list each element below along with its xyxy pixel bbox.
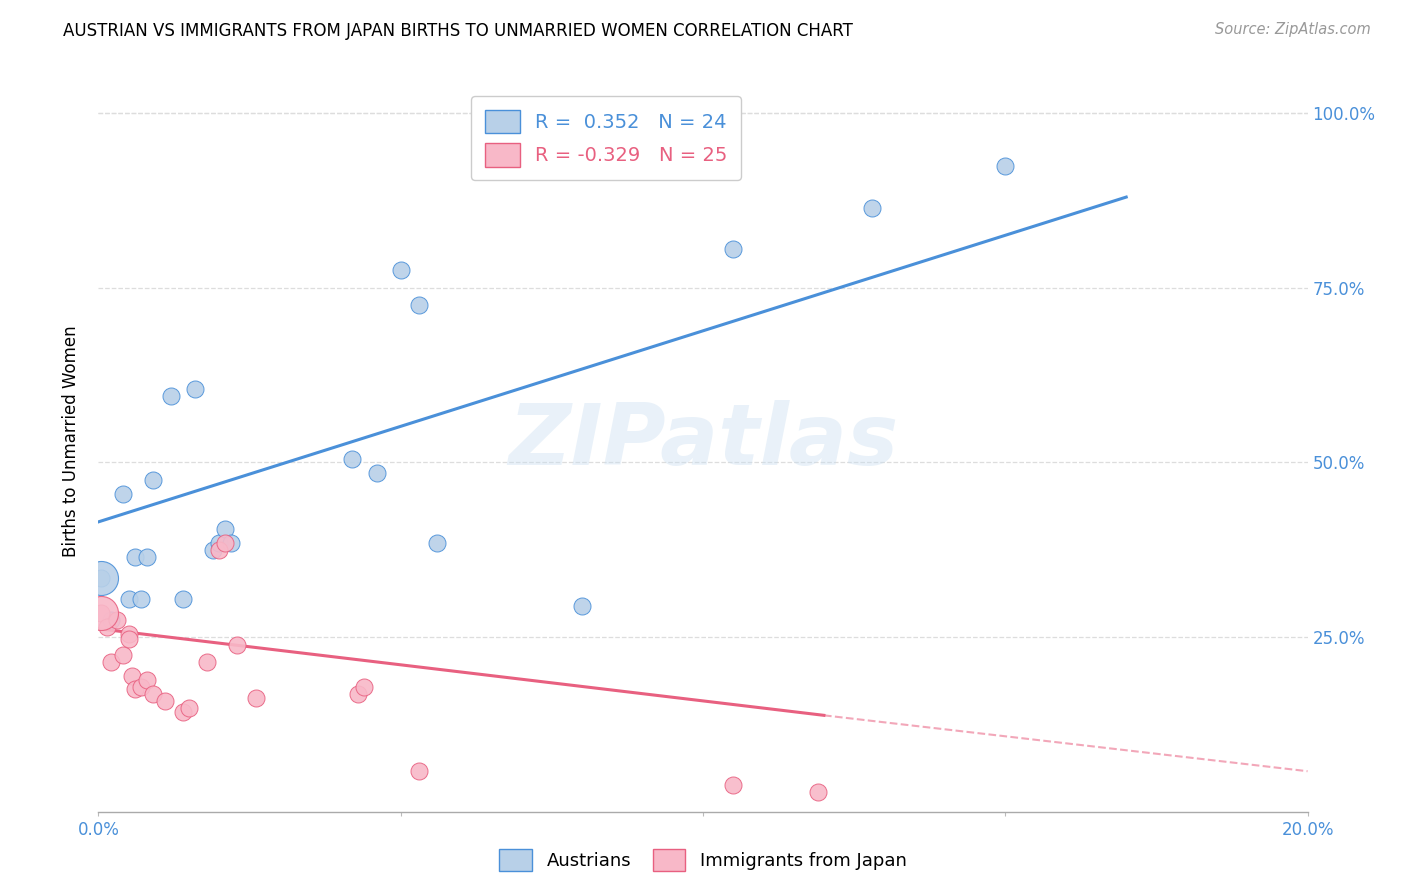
Legend: R =  0.352   N = 24, R = -0.329   N = 25: R = 0.352 N = 24, R = -0.329 N = 25 bbox=[471, 95, 741, 180]
Point bbox=[408, 298, 430, 312]
Point bbox=[124, 549, 146, 564]
Point bbox=[353, 681, 375, 695]
Point bbox=[184, 382, 207, 396]
Y-axis label: Births to Unmarried Women: Births to Unmarried Women bbox=[62, 326, 80, 558]
Point bbox=[342, 452, 364, 467]
Point bbox=[135, 549, 157, 564]
Point bbox=[723, 778, 745, 792]
Point bbox=[90, 571, 112, 585]
Point bbox=[389, 263, 412, 277]
Point bbox=[195, 655, 218, 669]
Point bbox=[111, 487, 134, 501]
Point bbox=[135, 673, 157, 688]
Point bbox=[124, 682, 146, 697]
Point bbox=[723, 243, 745, 257]
Point bbox=[142, 687, 165, 701]
Point bbox=[111, 648, 134, 662]
Point bbox=[226, 639, 249, 653]
Point bbox=[571, 599, 593, 613]
Point bbox=[118, 626, 141, 640]
Point bbox=[208, 542, 231, 557]
Text: Source: ZipAtlas.com: Source: ZipAtlas.com bbox=[1215, 22, 1371, 37]
Point bbox=[105, 613, 128, 627]
Point bbox=[121, 668, 143, 682]
Point bbox=[172, 591, 194, 606]
Point bbox=[221, 536, 243, 550]
Point bbox=[347, 687, 370, 701]
Point bbox=[100, 655, 122, 669]
Point bbox=[118, 591, 141, 606]
Point bbox=[202, 542, 225, 557]
Point bbox=[90, 571, 112, 585]
Point bbox=[208, 536, 231, 550]
Point bbox=[179, 701, 201, 715]
Point bbox=[172, 705, 194, 719]
Point bbox=[142, 473, 165, 487]
Point bbox=[96, 619, 118, 633]
Point bbox=[118, 632, 141, 646]
Point bbox=[245, 690, 267, 705]
Text: AUSTRIAN VS IMMIGRANTS FROM JAPAN BIRTHS TO UNMARRIED WOMEN CORRELATION CHART: AUSTRIAN VS IMMIGRANTS FROM JAPAN BIRTHS… bbox=[63, 22, 853, 40]
Point bbox=[408, 764, 430, 779]
Point bbox=[90, 606, 112, 620]
Point bbox=[90, 606, 112, 620]
Point bbox=[160, 389, 183, 403]
Point bbox=[994, 159, 1017, 173]
Point bbox=[129, 681, 152, 695]
Point bbox=[807, 785, 830, 799]
Legend: Austrians, Immigrants from Japan: Austrians, Immigrants from Japan bbox=[492, 842, 914, 879]
Point bbox=[100, 613, 122, 627]
Point bbox=[366, 466, 388, 480]
Point bbox=[214, 536, 236, 550]
Point bbox=[214, 522, 236, 536]
Point bbox=[153, 694, 176, 708]
Point bbox=[129, 591, 152, 606]
Point bbox=[860, 201, 883, 215]
Point bbox=[426, 536, 449, 550]
Text: ZIPatlas: ZIPatlas bbox=[508, 400, 898, 483]
